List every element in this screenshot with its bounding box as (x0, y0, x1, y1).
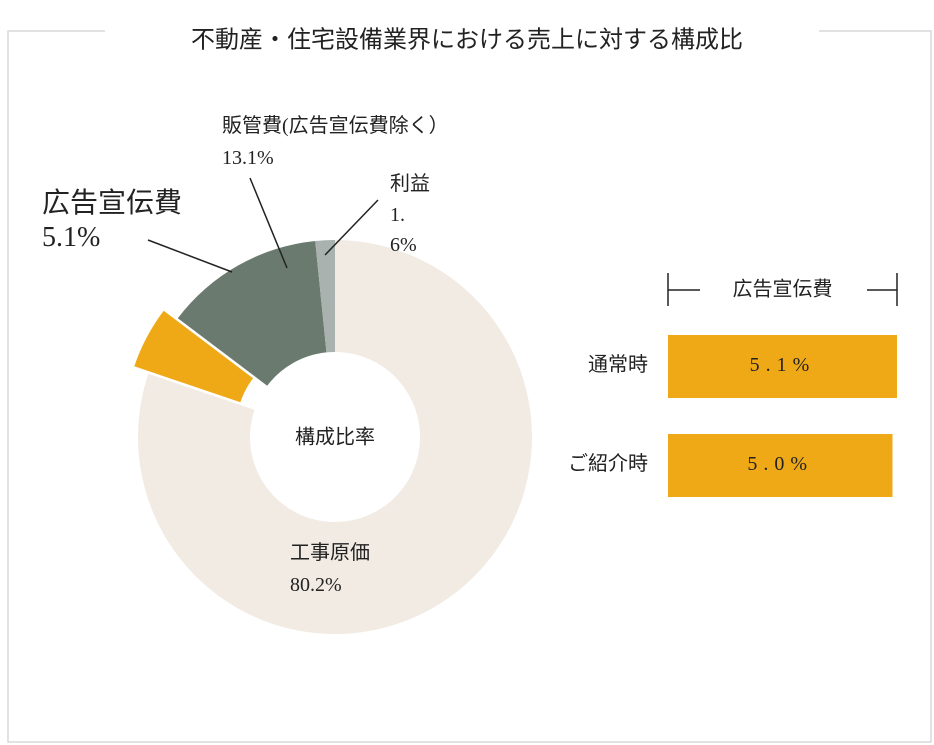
slice-label: 利益 (390, 173, 430, 195)
title-backdrop (105, 20, 819, 44)
chart-title: 不動産・住宅設備業界における売上に対する構成比 (191, 27, 743, 54)
bar-value-label: 5.0% (747, 453, 813, 475)
bar-chart-title: 広告宣伝費 (733, 278, 833, 301)
leader-line (324, 199, 379, 256)
donut-slice (138, 240, 533, 635)
bar (668, 335, 897, 398)
leader-line (147, 239, 233, 273)
leader-line (249, 177, 288, 269)
slice-value-label: 5.1% (42, 222, 101, 253)
center-label: 構成比率 (295, 426, 375, 449)
slice-label: 広告宣伝費 (42, 188, 183, 219)
donut-slice (134, 310, 254, 403)
slice-value-label: 80.2% (290, 574, 342, 596)
slice-value-label: 1.6% (390, 204, 417, 256)
slice-label: 工事原価 (290, 542, 370, 564)
bar-category-label: 通常時 (588, 353, 648, 376)
bar-category-label: ご紹介時 (568, 452, 648, 475)
bar (668, 434, 893, 497)
bar-value-label: 5.1% (750, 354, 816, 376)
slice-label: 販管費(広告宣伝費除く） (222, 115, 449, 137)
donut-slice (315, 240, 335, 353)
slice-value-label: 13.1% (222, 147, 274, 169)
donut-slice (177, 240, 327, 386)
